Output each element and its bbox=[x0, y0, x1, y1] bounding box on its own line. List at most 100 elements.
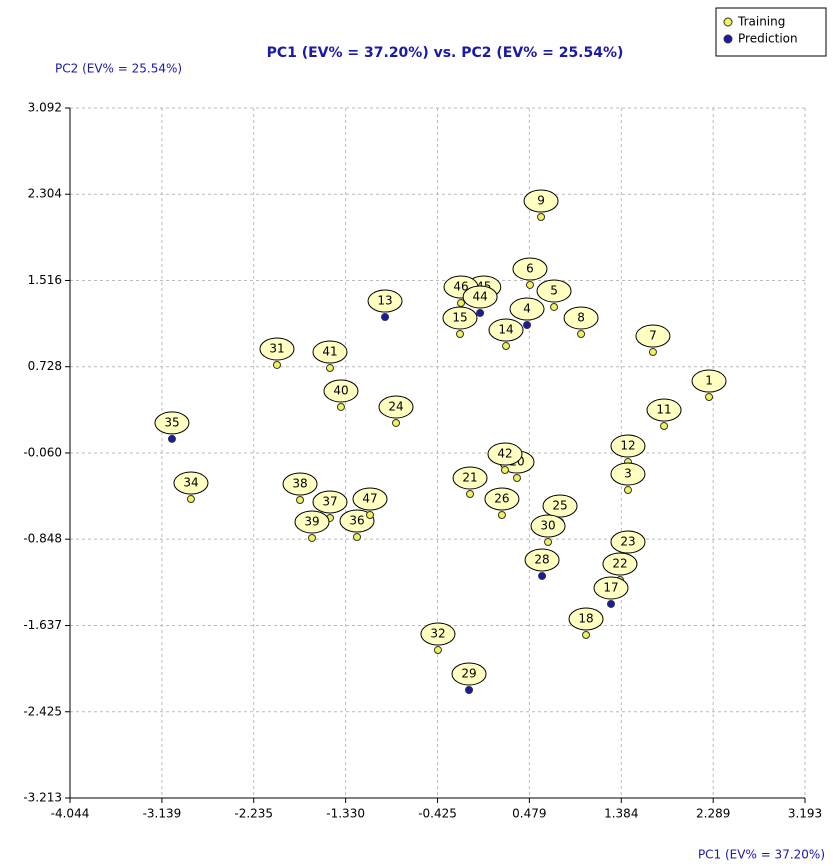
point-label-bubble bbox=[352, 487, 388, 511]
point-label-bubble bbox=[154, 411, 190, 435]
point-label-bubble bbox=[173, 471, 209, 495]
point-label-bubble bbox=[339, 509, 375, 533]
point-label-bubble bbox=[420, 622, 456, 646]
point-label: 44 bbox=[472, 289, 487, 303]
point-label-bubble bbox=[646, 398, 682, 422]
point-label: 3 bbox=[624, 467, 632, 481]
point-label-bubble bbox=[509, 297, 545, 321]
point bbox=[660, 422, 669, 431]
point bbox=[272, 360, 281, 369]
x-axis-label: PC1 (EV% = 37.20%) bbox=[698, 848, 825, 862]
point-label-bubble bbox=[323, 379, 359, 403]
point-label-bubble bbox=[610, 462, 646, 486]
x-tick-label: -4.044 bbox=[51, 807, 90, 821]
point-label-bubble bbox=[488, 318, 524, 342]
point-label: 37 bbox=[322, 494, 337, 508]
point-label-bubble bbox=[442, 306, 478, 330]
point-label: 28 bbox=[534, 552, 549, 566]
point bbox=[502, 342, 511, 351]
point bbox=[523, 321, 532, 330]
point-label-bubble bbox=[259, 337, 295, 361]
x-tick-label: 0.479 bbox=[512, 807, 546, 821]
point-label: 6 bbox=[526, 261, 534, 275]
point-label: 8 bbox=[577, 310, 585, 324]
x-tick-label: -2.235 bbox=[234, 807, 273, 821]
y-tick-label: 2.304 bbox=[28, 187, 62, 201]
point-label: 24 bbox=[388, 399, 403, 413]
point-label: 12 bbox=[620, 439, 635, 453]
point-label-bubble bbox=[312, 490, 348, 514]
point-label-bubble bbox=[593, 576, 629, 600]
point bbox=[538, 571, 547, 580]
point-label: 23 bbox=[620, 535, 635, 549]
point-label-bubble bbox=[563, 306, 599, 330]
point bbox=[582, 630, 591, 639]
legend-marker bbox=[723, 17, 733, 27]
point-label: 21 bbox=[462, 470, 477, 484]
point-label-bubble bbox=[378, 395, 414, 419]
point-label-bubble bbox=[524, 548, 560, 572]
point bbox=[366, 510, 375, 519]
point bbox=[476, 308, 485, 317]
point bbox=[336, 402, 345, 411]
point-label: 41 bbox=[322, 345, 337, 359]
point-label: 5 bbox=[550, 283, 558, 297]
point bbox=[500, 466, 509, 475]
point bbox=[186, 495, 195, 504]
point-label: 1 bbox=[705, 374, 713, 388]
point bbox=[705, 393, 714, 402]
point-label: 47 bbox=[362, 491, 377, 505]
point-label: 31 bbox=[269, 341, 284, 355]
point-label-bubble bbox=[512, 257, 548, 281]
point-label: 14 bbox=[498, 323, 513, 337]
point bbox=[537, 212, 546, 221]
x-tick-label: -1.330 bbox=[326, 807, 365, 821]
point-label-bubble bbox=[530, 514, 566, 538]
point bbox=[308, 533, 317, 542]
point bbox=[550, 302, 559, 311]
y-tick-label: -3.213 bbox=[23, 791, 62, 805]
point-label: 11 bbox=[656, 403, 671, 417]
x-tick-label: 1.384 bbox=[604, 807, 638, 821]
point-label: 29 bbox=[461, 666, 476, 680]
point-label: 40 bbox=[333, 383, 348, 397]
point-label-bubble bbox=[312, 340, 348, 364]
y-tick-label: 0.728 bbox=[28, 359, 62, 373]
point-label: 9 bbox=[537, 193, 545, 207]
point bbox=[465, 685, 474, 694]
point-label-bubble bbox=[523, 189, 559, 213]
point bbox=[296, 496, 305, 505]
x-tick-label: 3.193 bbox=[788, 807, 822, 821]
x-tick-label: 2.289 bbox=[696, 807, 730, 821]
point-label-bubble bbox=[294, 510, 330, 534]
point-label-bubble bbox=[635, 324, 671, 348]
y-tick-label: -0.848 bbox=[23, 532, 62, 546]
point-label: 36 bbox=[349, 513, 364, 527]
y-tick-label: -0.060 bbox=[23, 445, 62, 459]
point-label: 26 bbox=[494, 491, 509, 505]
point-label: 42 bbox=[497, 447, 512, 461]
y-tick-label: 3.092 bbox=[28, 101, 62, 115]
point-label: 35 bbox=[164, 415, 179, 429]
y-tick-label: -1.637 bbox=[23, 618, 62, 632]
point-label: 18 bbox=[578, 611, 593, 625]
point-label-bubble bbox=[487, 442, 523, 466]
legend-label: Prediction bbox=[738, 32, 798, 46]
y-tick-label: -2.425 bbox=[23, 704, 62, 718]
point bbox=[167, 434, 176, 443]
point-label: 15 bbox=[452, 310, 467, 324]
point bbox=[577, 329, 586, 338]
x-tick-label: -0.425 bbox=[418, 807, 457, 821]
point-label-bubble bbox=[536, 279, 572, 303]
point-label: 13 bbox=[377, 294, 392, 308]
point-label: 4 bbox=[523, 302, 531, 316]
point-label-bubble bbox=[610, 434, 646, 458]
point bbox=[648, 348, 657, 357]
legend-marker bbox=[723, 34, 733, 44]
legend-box bbox=[715, 7, 827, 57]
point bbox=[607, 599, 616, 608]
point-label: 22 bbox=[612, 557, 627, 571]
point bbox=[623, 486, 632, 495]
point bbox=[512, 474, 521, 483]
